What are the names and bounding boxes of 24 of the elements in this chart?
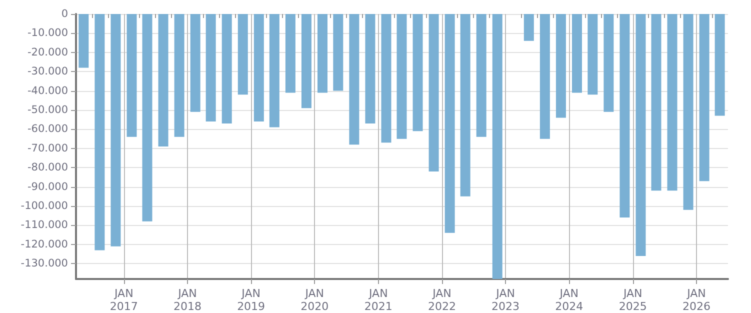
- y-tick-label: -40.000: [27, 84, 68, 97]
- y-tick-label: -10.000: [27, 27, 68, 40]
- y-tick-label: 0: [61, 8, 68, 20]
- y-tick-label: -130.000: [20, 258, 68, 270]
- x-tick-label: JAN 2017: [110, 287, 138, 313]
- y-tick-label: -20.000: [27, 46, 68, 58]
- y-tick-label: -80.000: [27, 162, 68, 174]
- y-tick-label: -90.000: [27, 180, 68, 193]
- x-tick-label: JAN 2023: [492, 287, 520, 313]
- x-tick-label: JAN 2025: [618, 287, 647, 313]
- y-tick-label: -60.000: [27, 123, 68, 136]
- x-tick-label: JAN 2018: [173, 287, 202, 313]
- x-tick-label: JAN 2026: [682, 287, 710, 313]
- y-tick-label: -110.000: [20, 219, 68, 232]
- x-tick-label: JAN 2019: [237, 287, 266, 313]
- y-tick-label: -100.000: [20, 200, 68, 212]
- y-tick-label: -120.000: [20, 238, 68, 250]
- y-tick-label: -30.000: [27, 66, 68, 78]
- y-tick-label: -50.000: [27, 104, 68, 116]
- x-tick-label: JAN 2021: [364, 287, 392, 313]
- x-tick-label: JAN 2024: [555, 287, 584, 313]
- x-tick-label: JAN 2020: [300, 287, 329, 313]
- y-tick-label: -70.000: [27, 142, 68, 154]
- x-tick-label: JAN 2022: [428, 287, 456, 313]
